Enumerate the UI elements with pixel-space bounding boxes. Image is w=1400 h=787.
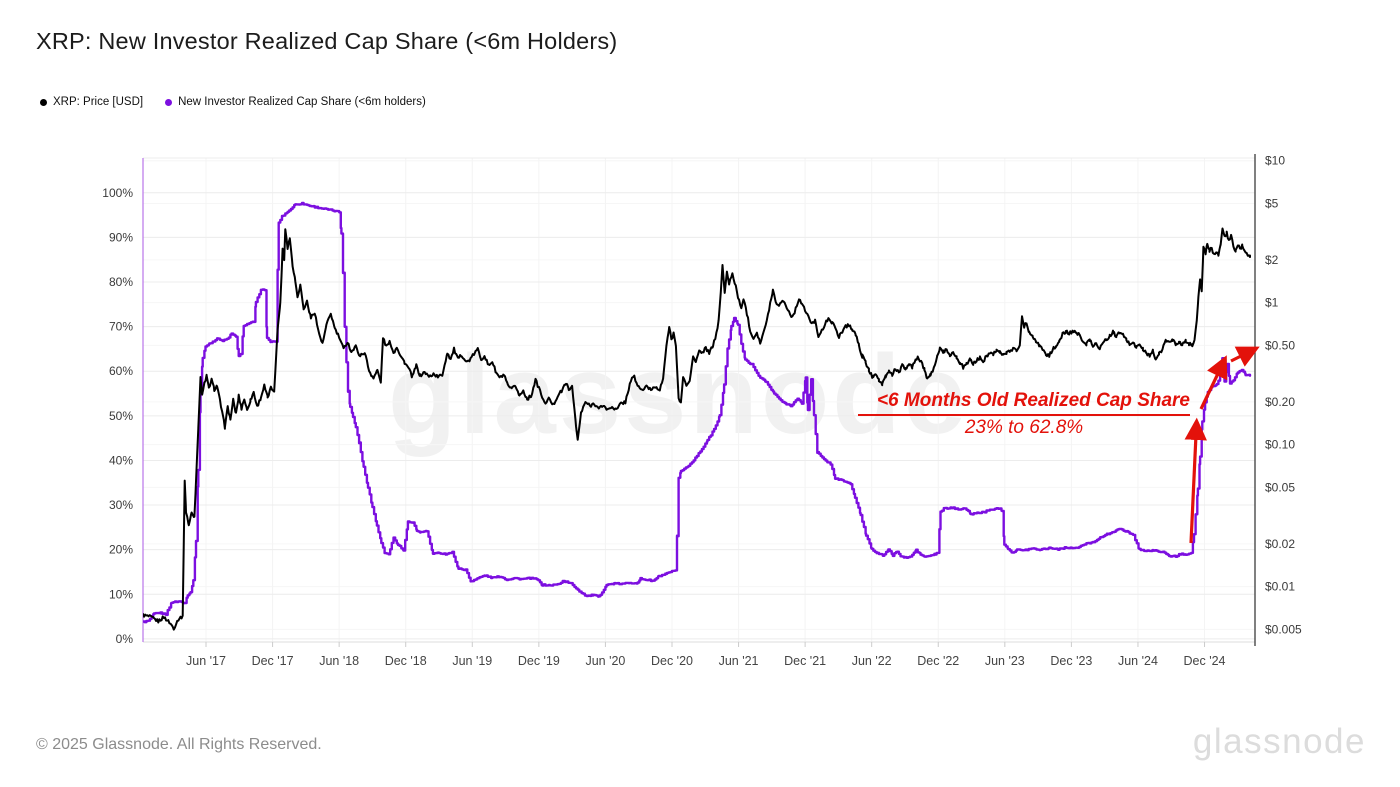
svg-text:Jun '22: Jun '22: [852, 654, 892, 668]
svg-text:$0.10: $0.10: [1265, 438, 1295, 452]
svg-text:50%: 50%: [109, 409, 133, 423]
svg-text:Dec '18: Dec '18: [385, 654, 427, 668]
svg-text:0%: 0%: [116, 632, 134, 646]
svg-text:100%: 100%: [102, 186, 133, 200]
svg-text:Jun '24: Jun '24: [1118, 654, 1158, 668]
svg-text:80%: 80%: [109, 275, 133, 289]
svg-text:Dec '17: Dec '17: [252, 654, 294, 668]
svg-text:Jun '20: Jun '20: [585, 654, 625, 668]
svg-text:$1: $1: [1265, 296, 1279, 310]
svg-text:Dec '23: Dec '23: [1050, 654, 1092, 668]
svg-text:10%: 10%: [109, 587, 133, 601]
legend-item-price[interactable]: XRP: Price [USD]: [40, 96, 143, 108]
price-series-dot-icon: [40, 98, 47, 106]
annotation-subtext: 23% to 62.8%: [964, 417, 1084, 438]
share-series-dot-icon: [165, 98, 173, 106]
legend-item-share[interactable]: New Investor Realized Cap Share (<6m hol…: [165, 96, 426, 108]
share-series-line: [143, 201, 1252, 624]
legend-label-price: XRP: Price [USD]: [53, 96, 144, 108]
svg-text:Jun '23: Jun '23: [985, 654, 1025, 668]
svg-text:Jun '18: Jun '18: [319, 654, 359, 668]
price-series-line: [143, 227, 1251, 631]
arrow-right-icon: [1230, 346, 1260, 367]
arrow-up-icon: [1184, 417, 1207, 544]
svg-text:$0.20: $0.20: [1265, 395, 1295, 409]
annotation-heading: <6 Months Old Realized Cap Share: [858, 390, 1190, 416]
arrow-diagonal-icon: [1199, 355, 1228, 410]
svg-text:Jun '19: Jun '19: [452, 654, 492, 668]
annotation-arrows: [1184, 346, 1260, 544]
svg-text:60%: 60%: [109, 364, 133, 378]
legend-label-share: New Investor Realized Cap Share (<6m hol…: [178, 96, 426, 108]
legend: XRP: Price [USD] New Investor Realized C…: [40, 96, 448, 108]
page-title: XRP: New Investor Realized Cap Share (<6…: [36, 28, 618, 54]
svg-text:$2: $2: [1265, 253, 1279, 267]
svg-text:$5: $5: [1265, 196, 1279, 210]
svg-text:30%: 30%: [109, 498, 133, 512]
svg-text:Dec '20: Dec '20: [651, 654, 693, 668]
svg-text:70%: 70%: [109, 320, 133, 334]
svg-text:40%: 40%: [109, 453, 133, 467]
svg-text:Dec '24: Dec '24: [1184, 654, 1226, 668]
svg-text:Dec '21: Dec '21: [784, 654, 826, 668]
svg-text:Jun '21: Jun '21: [719, 654, 759, 668]
svg-text:$0.50: $0.50: [1265, 338, 1295, 352]
svg-text:$0.01: $0.01: [1265, 580, 1295, 594]
svg-text:Dec '22: Dec '22: [917, 654, 959, 668]
svg-text:20%: 20%: [109, 543, 133, 557]
copyright-text: © 2025 Glassnode. All Rights Reserved.: [36, 736, 322, 753]
svg-text:Jun '17: Jun '17: [186, 654, 226, 668]
svg-text:$0.005: $0.005: [1265, 622, 1302, 636]
svg-text:$0.05: $0.05: [1265, 480, 1295, 494]
svg-text:Dec '19: Dec '19: [518, 654, 560, 668]
svg-text:90%: 90%: [109, 230, 133, 244]
glassnode-logo: glassnode: [1192, 722, 1366, 761]
svg-text:$0.02: $0.02: [1265, 537, 1295, 551]
svg-text:$10: $10: [1265, 154, 1285, 168]
